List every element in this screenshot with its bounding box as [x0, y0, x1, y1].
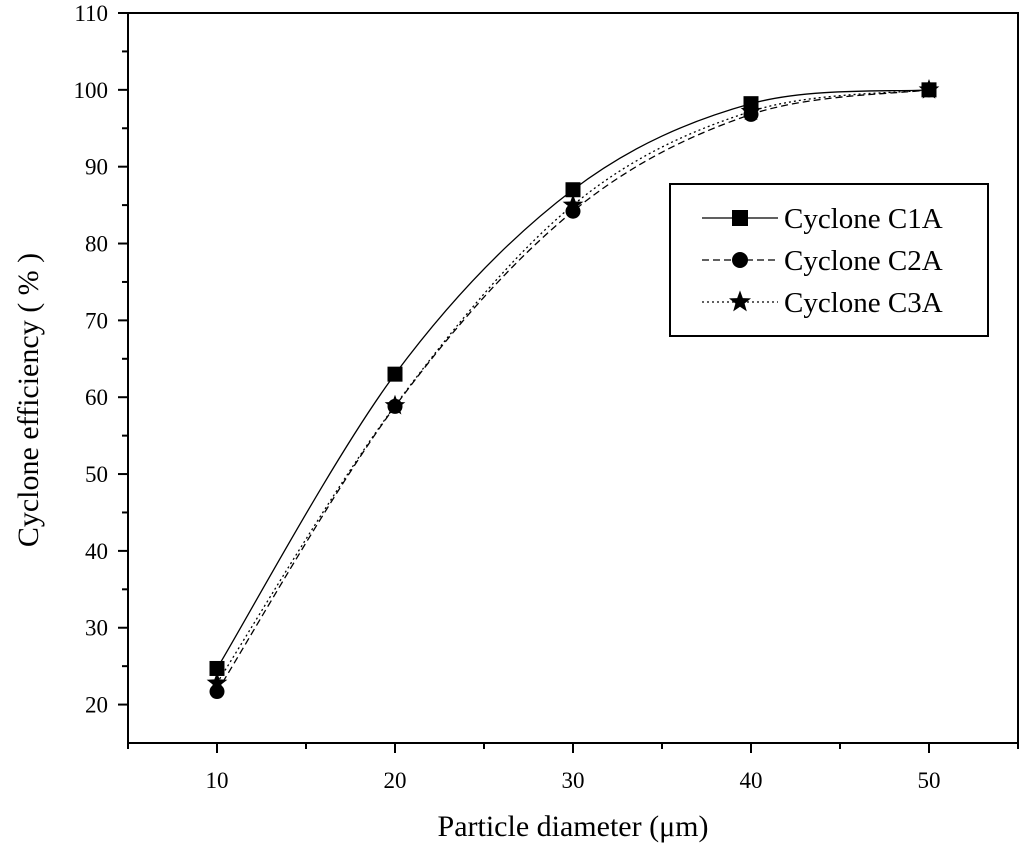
legend-marker	[732, 210, 748, 226]
legend-box	[669, 183, 989, 337]
legend-label: Cyclone C1A	[784, 203, 943, 235]
x-tick-label: 30	[562, 768, 585, 793]
series-markers	[206, 78, 940, 700]
legend-label: Cyclone C2A	[784, 245, 943, 277]
y-tick-label: 80	[85, 232, 108, 257]
x-axis-title: Particle diameter (μm)	[438, 810, 709, 843]
legend-marker	[728, 290, 752, 312]
axes-ticks	[118, 12, 1019, 753]
series-line	[216, 89, 930, 692]
x-tick-label: 40	[740, 768, 763, 793]
x-tick-label: 10	[206, 768, 229, 793]
data-point	[387, 366, 403, 382]
legend: Cyclone C1A Cyclone C2A Cyclone C3A	[669, 183, 989, 337]
data-point	[387, 398, 403, 414]
y-tick-label: 50	[85, 462, 108, 487]
y-tick-label: 40	[85, 539, 108, 564]
series-line	[216, 89, 930, 684]
x-tick-label: 50	[918, 768, 941, 793]
data-point	[565, 203, 581, 219]
plot-frame	[127, 12, 1019, 744]
tick-labels: 10 20 30 40 50 20 30 40 50 60 70 80 90 100 110	[74, 1, 941, 793]
y-tick-label: 110	[74, 1, 108, 26]
y-tick-label: 20	[85, 693, 108, 718]
data-point	[206, 672, 228, 692]
series-line	[216, 89, 930, 669]
y-tick-label: 30	[85, 616, 108, 641]
y-tick-label: 90	[85, 155, 108, 180]
y-tick-label: 70	[85, 308, 108, 333]
data-point	[209, 660, 225, 676]
y-tick-label: 60	[85, 385, 108, 410]
legend-marker	[732, 252, 748, 268]
legend-items: Cyclone C1A Cyclone C2A Cyclone C3A	[702, 203, 943, 319]
y-axis-title: Cyclone efficiency ( % )	[12, 253, 45, 547]
data-point	[209, 684, 225, 700]
legend-label: Cyclone C3A	[784, 287, 943, 319]
x-tick-label: 20	[384, 768, 407, 793]
series-lines	[216, 89, 930, 692]
data-point	[921, 82, 937, 98]
data-point	[565, 182, 581, 198]
data-point	[743, 96, 759, 112]
y-tick-label: 100	[74, 78, 109, 103]
